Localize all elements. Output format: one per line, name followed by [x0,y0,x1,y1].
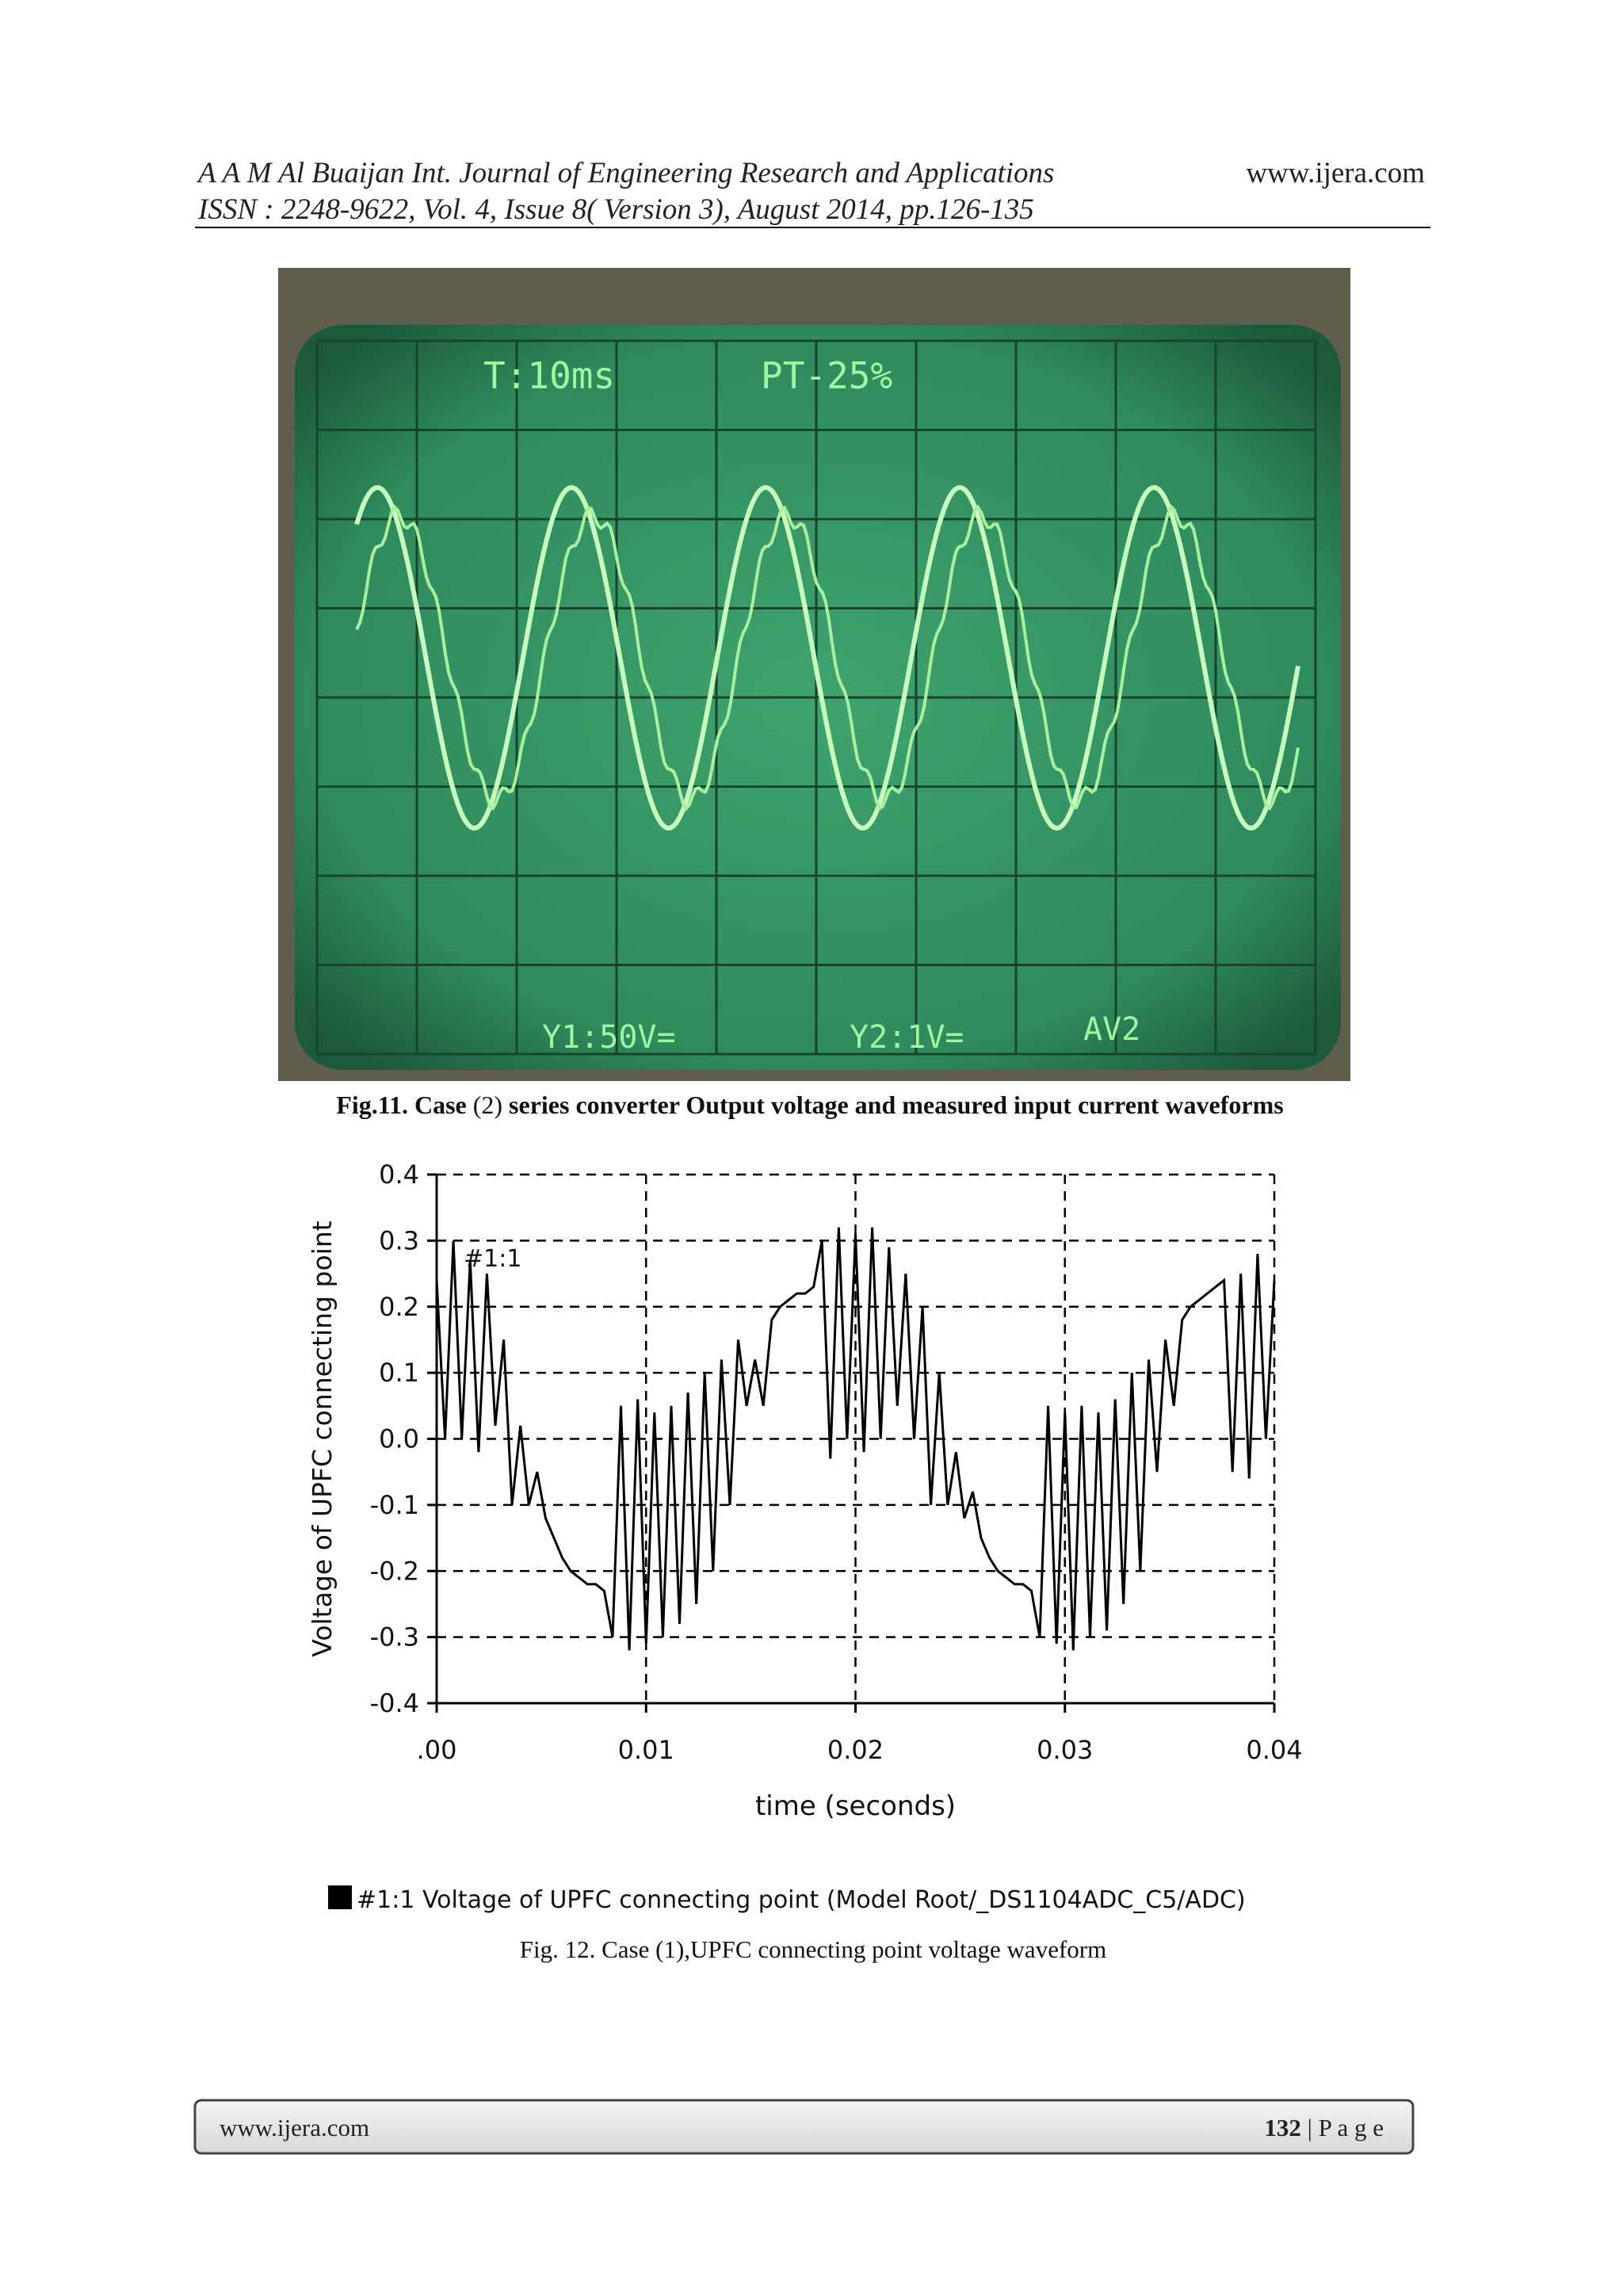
y-tick-label: -0.1 [370,1490,419,1520]
header-line1: A A M Al Buaijan Int. Journal of Enginee… [196,157,1054,189]
screen-label: Y1:50V= [542,1019,676,1056]
y-tick-label: -0.2 [370,1556,419,1586]
screen-label: Y2:1V= [850,1019,964,1056]
y-axis-label: Voltage of UPFC connecting point [307,1221,338,1656]
x-tick-label: 0.01 [618,1735,674,1765]
screen-label: AV2 [1083,1011,1140,1048]
header-line2: ISSN : 2248-9622, Vol. 4, Issue 8( Versi… [197,193,1034,226]
figure-caption: Fig.11. Case (2) series converter Output… [336,1091,1283,1119]
screen-label: T:10ms [483,354,615,397]
page-suffix: | P a g e [1301,2114,1384,2141]
footer-url: www.ijera.com [220,2114,369,2141]
x-tick-label: .00 [417,1735,457,1765]
y-tick-label: 0.4 [379,1159,419,1190]
y-tick-label: 0.1 [379,1358,419,1388]
chart: 0.4 0.3 0.2 0.1 0.0 -0.1 -0.2 -0.3 -0.4 .00 0.01 0.… [307,1159,1303,1914]
trace [355,504,1300,812]
caption-lead: Fig.11. Case [336,1091,472,1119]
page-num: 132 [1264,2114,1301,2141]
legend-swatch [328,1885,352,1909]
figure-caption: Fig. 12. Case (1),UPFC connecting point … [520,1935,1106,1963]
legend-label: #1:1 Voltage of UPFC connecting point (M… [357,1886,1246,1914]
y-tick-label: 0.3 [379,1225,419,1255]
y-tick-label: 0.0 [379,1424,419,1454]
x-tick-label: 0.02 [827,1735,884,1765]
x-axis-label: time (seconds) [755,1790,956,1822]
y-tick-label: -0.4 [370,1688,419,1718]
page-number: 132 | P a g e [1264,2114,1384,2141]
annotation: #1:1 [464,1245,521,1273]
x-tick-label: 0.03 [1037,1735,1093,1765]
series-line [435,1227,1276,1651]
trace [354,484,1300,831]
footer-bar [193,2099,1415,2155]
y-tick-label: -0.3 [370,1622,419,1652]
x-tick-label: 0.04 [1246,1735,1302,1765]
caption-number: (2) [473,1091,502,1119]
y-tick-label: 0.2 [379,1292,419,1322]
screen-label: PT-25% [761,354,892,397]
header-url: www.ijera.com [1246,157,1425,189]
caption-text: series converter Output voltage and meas… [502,1091,1284,1119]
oscilloscope-photo: T:10ms PT-25% Y1:50V= Y2:1V= AV2 [278,268,1350,1081]
